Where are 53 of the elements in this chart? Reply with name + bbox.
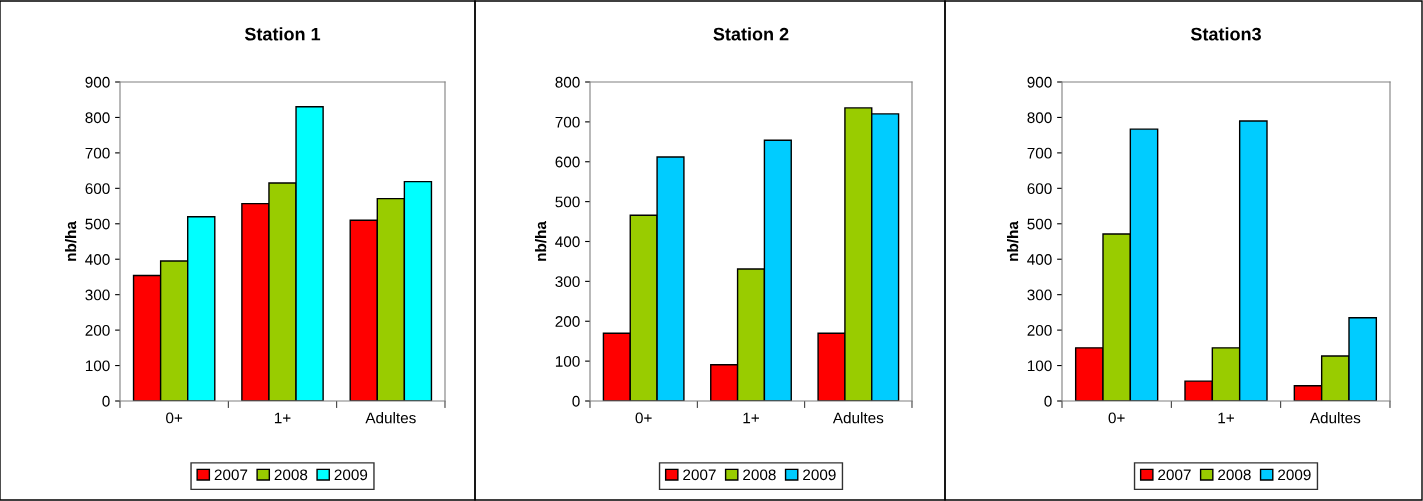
x-tick-label: 1+ [1218, 412, 1234, 424]
y-tick-label: 0 [102, 395, 110, 407]
y-tick-label: 300 [555, 276, 580, 288]
legend-label: 2007 [1158, 469, 1191, 481]
y-tick-label: 500 [555, 196, 580, 208]
y-tick-label: 700 [555, 116, 580, 128]
y-tick-label: 200 [555, 316, 580, 327]
chart-title: Station 2 [713, 27, 789, 41]
x-tick-label: 1+ [743, 412, 759, 424]
legend-label: 2009 [1278, 469, 1311, 481]
y-tick-label: 700 [85, 147, 110, 159]
y-tick-label: 300 [1027, 289, 1052, 301]
y-tick-label: 100 [85, 360, 110, 372]
y-tick-label: 400 [1027, 254, 1052, 265]
y-tick-label: 600 [85, 183, 110, 195]
y-axis-title: nb/ha [534, 221, 547, 261]
y-tick-label: 800 [555, 76, 580, 88]
y-tick-label: 600 [1027, 183, 1052, 195]
y-tick-label: 900 [1027, 76, 1052, 88]
y-tick-label: 0 [1044, 395, 1052, 407]
y-axis-title: nb/ha [64, 221, 77, 261]
legend-label: 2007 [683, 469, 716, 481]
legend-label: 2008 [1218, 469, 1251, 481]
y-tick-label: 100 [1027, 360, 1052, 372]
y-tick-label: 600 [555, 156, 580, 168]
legend-label: 2009 [334, 469, 368, 481]
y-tick-label: 100 [555, 355, 580, 367]
y-tick-label: 500 [1027, 218, 1052, 230]
y-tick-label: 200 [85, 324, 110, 336]
chart-title: Station3 [1190, 27, 1261, 41]
legend-label: 2009 [803, 469, 836, 481]
chart-title: Station 1 [244, 27, 321, 41]
x-tick-label: Adultes [365, 412, 416, 424]
y-tick-label: 800 [1027, 112, 1052, 124]
x-tick-label: 0+ [166, 412, 183, 424]
x-tick-label: Adultes [832, 412, 884, 424]
y-tick-label: 400 [555, 236, 580, 248]
y-tick-label: 700 [1027, 147, 1052, 159]
legend-label: 2008 [743, 469, 776, 481]
y-tick-label: 500 [85, 218, 110, 230]
y-tick-label: 800 [85, 112, 110, 124]
x-tick-label: 0+ [1108, 412, 1125, 424]
y-tick-label: 0 [572, 395, 580, 407]
x-tick-label: 0+ [635, 412, 652, 424]
legend-label: 2008 [274, 469, 308, 481]
x-tick-label: Adultes [1309, 412, 1361, 424]
legend-label: 2007 [214, 469, 248, 481]
y-tick-label: 300 [85, 289, 110, 301]
x-tick-label: 1+ [274, 412, 291, 424]
y-tick-label: 200 [1027, 324, 1052, 336]
y-axis-title: nb/ha [1006, 221, 1019, 261]
y-tick-label: 400 [85, 254, 110, 265]
y-tick-label: 900 [85, 76, 110, 88]
